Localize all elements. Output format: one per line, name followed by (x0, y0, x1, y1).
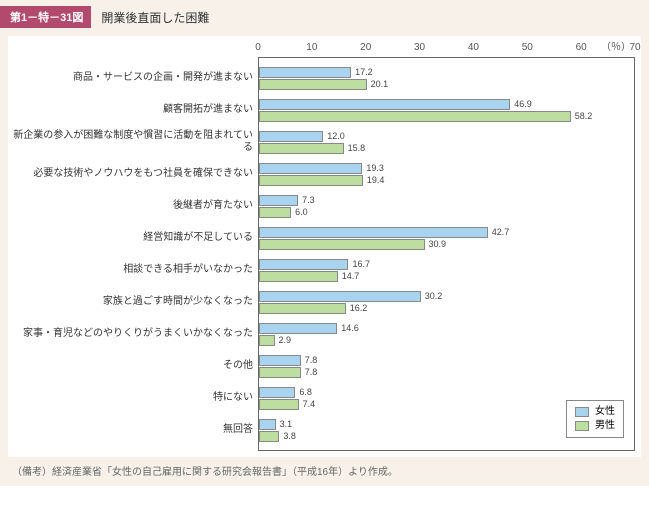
value-label-male: 20.1 (371, 79, 389, 89)
value-label-female: 30.2 (425, 291, 443, 301)
bar-female (259, 387, 295, 398)
bar-female (259, 163, 362, 174)
legend-swatch-male (575, 421, 589, 431)
value-label-female: 6.8 (299, 387, 312, 397)
legend-row-male: 男性 (575, 419, 615, 433)
x-tick: 60 (576, 42, 587, 53)
legend: 女性 男性 (566, 400, 624, 438)
value-label-male: 16.2 (350, 303, 368, 313)
x-tick: 0 (255, 42, 261, 53)
legend-row-female: 女性 (575, 405, 615, 419)
bar-male (259, 271, 338, 282)
value-label-female: 7.8 (305, 355, 318, 365)
category-label: 相談できる相手がいなかった (13, 264, 259, 276)
chart-area: （％） 010203040506070 商品・サービスの企画・開発が進まない17… (8, 36, 641, 457)
value-label-female: 19.3 (366, 163, 384, 173)
category-label: 新企業の参入が困難な制度や慣習に活動を阻まれている (13, 130, 259, 154)
x-tick: 20 (360, 42, 371, 53)
figure-number-badge: 第1－特－31図 (0, 6, 91, 28)
bar-male (259, 431, 279, 442)
bar-male (259, 335, 275, 346)
chart-row: 新企業の参入が困難な制度や慣習に活動を阻まれている12.015.8 (259, 126, 634, 158)
x-tick: 70 (629, 42, 640, 53)
value-label-female: 14.6 (341, 323, 359, 333)
figure-container: 第1－特－31図 開業後直面した困難 （％） 010203040506070 商… (0, 0, 649, 486)
figure-title: 開業後直面した困難 (101, 9, 209, 26)
bar-male (259, 175, 363, 186)
bar-male (259, 367, 301, 378)
bar-female (259, 195, 298, 206)
bar-female (259, 259, 348, 270)
chart-row: 必要な技術やノウハウをもつ社員を確保できない19.319.4 (259, 158, 634, 190)
value-label-female: 46.9 (514, 99, 532, 109)
x-tick: 50 (522, 42, 533, 53)
bar-female (259, 67, 351, 78)
category-label: 経営知識が不足している (13, 232, 259, 244)
bar-male (259, 303, 346, 314)
category-label: 顧客開拓が進まない (13, 104, 259, 116)
x-tick: 10 (306, 42, 317, 53)
category-label: 家事・育児などのやりくりがうまくいかなくなった (13, 328, 259, 340)
value-label-male: 58.2 (575, 111, 593, 121)
bar-female (259, 323, 337, 334)
chart-row: 顧客開拓が進まない46.958.2 (259, 94, 634, 126)
value-label-male: 30.9 (429, 239, 447, 249)
category-label: 必要な技術やノウハウをもつ社員を確保できない (13, 168, 259, 180)
bar-female (259, 227, 488, 238)
chart-row: 家事・育児などのやりくりがうまくいかなくなった14.62.9 (259, 318, 634, 350)
chart-row: 経営知識が不足している42.730.9 (259, 222, 634, 254)
chart-row: 商品・サービスの企画・開発が進まない17.220.1 (259, 62, 634, 94)
value-label-female: 17.2 (355, 67, 373, 77)
bar-male (259, 239, 425, 250)
bar-male (259, 207, 291, 218)
bar-female (259, 99, 510, 110)
bar-female (259, 291, 421, 302)
value-label-male: 2.9 (279, 335, 292, 345)
value-label-female: 16.7 (352, 259, 370, 269)
bar-male (259, 399, 299, 410)
value-label-male: 6.0 (295, 207, 308, 217)
figure-note: （備考）経済産業省「女性の自己雇用に関する研究会報告書」（平成16年）より作成。 (0, 463, 649, 478)
category-label: 家族と過ごす時間が少なくなった (13, 296, 259, 308)
category-label: 無回答 (13, 424, 259, 436)
value-label-male: 3.8 (283, 431, 296, 441)
plot-area: 商品・サービスの企画・開発が進まない17.220.1顧客開拓が進まない46.95… (258, 58, 635, 451)
x-tick: 40 (468, 42, 479, 53)
chart-row: その他7.87.8 (259, 350, 634, 382)
value-label-male: 19.4 (367, 175, 385, 185)
value-label-female: 7.3 (302, 195, 315, 205)
bar-female (259, 419, 276, 430)
chart-row: 相談できる相手がいなかった16.714.7 (259, 254, 634, 286)
category-label: 特にない (13, 392, 259, 404)
chart-row: 後継者が育たない7.36.0 (259, 190, 634, 222)
bar-male (259, 143, 344, 154)
category-label: 後継者が育たない (13, 200, 259, 212)
bar-female (259, 131, 323, 142)
category-label: 商品・サービスの企画・開発が進まない (13, 72, 259, 84)
x-axis: 010203040506070 (258, 42, 635, 58)
value-label-male: 15.8 (348, 143, 366, 153)
bar-male (259, 79, 367, 90)
bar-female (259, 355, 301, 366)
value-label-male: 7.4 (303, 399, 316, 409)
value-label-female: 12.0 (327, 131, 345, 141)
value-label-male: 7.8 (305, 367, 318, 377)
bar-male (259, 111, 571, 122)
chart-row: 家族と過ごす時間が少なくなった30.216.2 (259, 286, 634, 318)
legend-label-female: 女性 (595, 405, 615, 419)
value-label-female: 42.7 (492, 227, 510, 237)
x-tick: 30 (414, 42, 425, 53)
category-label: その他 (13, 360, 259, 372)
figure-header: 第1－特－31図 開業後直面した困難 (0, 0, 649, 32)
value-label-male: 14.7 (342, 271, 360, 281)
legend-swatch-female (575, 407, 589, 417)
legend-label-male: 男性 (595, 419, 615, 433)
value-label-female: 3.1 (280, 419, 293, 429)
